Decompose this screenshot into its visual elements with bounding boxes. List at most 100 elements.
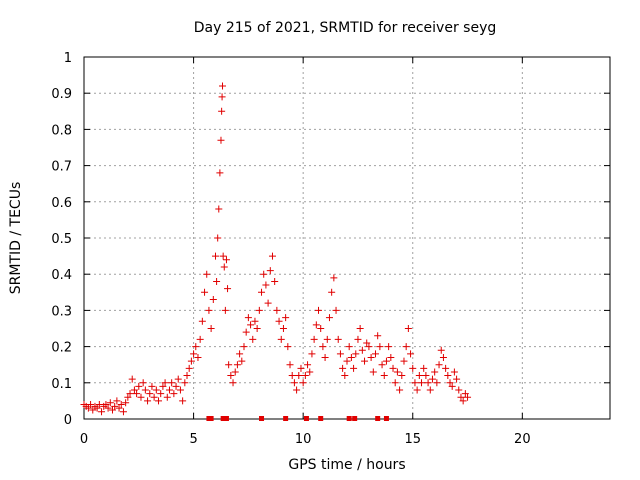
data-point	[290, 379, 298, 387]
data-point	[137, 393, 145, 401]
data-point	[332, 306, 340, 314]
data-point	[219, 252, 227, 260]
data-point	[87, 401, 95, 409]
data-point	[155, 397, 163, 405]
data-point	[216, 169, 224, 177]
x-axis: 0 5 10 15 20	[80, 57, 531, 447]
data-point	[295, 372, 303, 380]
data-point	[174, 375, 182, 383]
slip-marker	[259, 416, 265, 421]
data-point	[205, 306, 213, 314]
data-point	[185, 364, 193, 372]
data-point	[264, 299, 272, 307]
data-point	[251, 317, 259, 325]
data-point	[215, 205, 223, 213]
data-point	[220, 263, 228, 271]
data-point	[426, 386, 434, 394]
data-point	[217, 136, 225, 144]
y-tick-label: 0	[64, 413, 72, 428]
y-tick-label: 0.9	[51, 87, 72, 102]
data-point	[457, 393, 465, 401]
data-point	[115, 404, 123, 412]
x-tick-label: 10	[295, 432, 312, 447]
data-point	[104, 404, 112, 412]
y-tick-label: 0.6	[51, 196, 72, 211]
data-point	[84, 404, 92, 412]
data-point	[376, 343, 384, 351]
data-point	[225, 361, 233, 369]
data-point	[358, 346, 366, 354]
data-point	[277, 335, 285, 343]
data-point	[236, 350, 244, 358]
data-point	[422, 372, 430, 380]
data-point	[418, 379, 426, 387]
data-point	[461, 390, 469, 398]
data-point	[400, 357, 408, 365]
data-point	[159, 382, 167, 390]
data-point	[139, 379, 147, 387]
data-point	[135, 382, 143, 390]
data-point	[229, 379, 237, 387]
slip-markers	[206, 416, 389, 421]
data-point	[244, 314, 252, 322]
data-point	[152, 386, 160, 394]
data-point	[411, 379, 419, 387]
data-point	[293, 386, 301, 394]
data-point	[365, 343, 373, 351]
data-point	[374, 332, 382, 340]
y-tick-label: 0.5	[51, 232, 72, 247]
x-tick-label: 20	[514, 432, 531, 447]
y-tick-label: 0.1	[51, 377, 72, 392]
data-point	[312, 321, 320, 329]
data-point	[413, 386, 421, 394]
slip-marker	[375, 416, 381, 421]
data-point	[319, 343, 327, 351]
data-point	[431, 368, 439, 376]
data-point	[339, 364, 347, 372]
data-point	[354, 335, 362, 343]
data-point	[323, 335, 331, 343]
data-point	[310, 335, 318, 343]
data-point	[371, 350, 379, 358]
data-point	[183, 372, 191, 380]
y-tick-label: 0.8	[51, 123, 72, 138]
data-point	[446, 379, 454, 387]
data-point	[433, 379, 441, 387]
data-point	[301, 372, 309, 380]
data-point	[288, 372, 296, 380]
slip-marker	[352, 416, 358, 421]
data-point	[212, 252, 219, 260]
data-point	[172, 382, 180, 390]
data-point	[273, 306, 281, 314]
x-tick-label: 0	[80, 432, 88, 447]
data-point	[352, 350, 360, 358]
x-axis-label: GPS time / hours	[288, 457, 405, 473]
data-point	[407, 350, 415, 358]
data-point	[126, 390, 134, 398]
data-point	[380, 372, 388, 380]
slip-marker	[223, 416, 229, 421]
data-point	[393, 368, 401, 376]
data-point	[343, 357, 351, 365]
data-point	[262, 281, 270, 289]
data-point	[218, 107, 226, 115]
data-point	[255, 306, 263, 314]
data-point	[424, 379, 432, 387]
data-point	[209, 296, 217, 304]
data-point	[218, 93, 226, 101]
y-tick-label: 1	[64, 51, 72, 66]
data-point	[247, 321, 255, 329]
data-point	[409, 364, 417, 372]
data-point	[455, 386, 463, 394]
data-point	[203, 270, 211, 278]
data-point	[345, 343, 353, 351]
slip-marker	[303, 416, 309, 421]
plot-frame	[83, 56, 611, 420]
y-axis-label: SRMTID / TECUs	[8, 182, 24, 295]
data-point	[89, 406, 97, 414]
data-point	[284, 343, 292, 351]
data-point	[420, 364, 428, 372]
data-point	[260, 270, 268, 278]
data-point	[356, 325, 364, 332]
data-point	[325, 314, 333, 322]
